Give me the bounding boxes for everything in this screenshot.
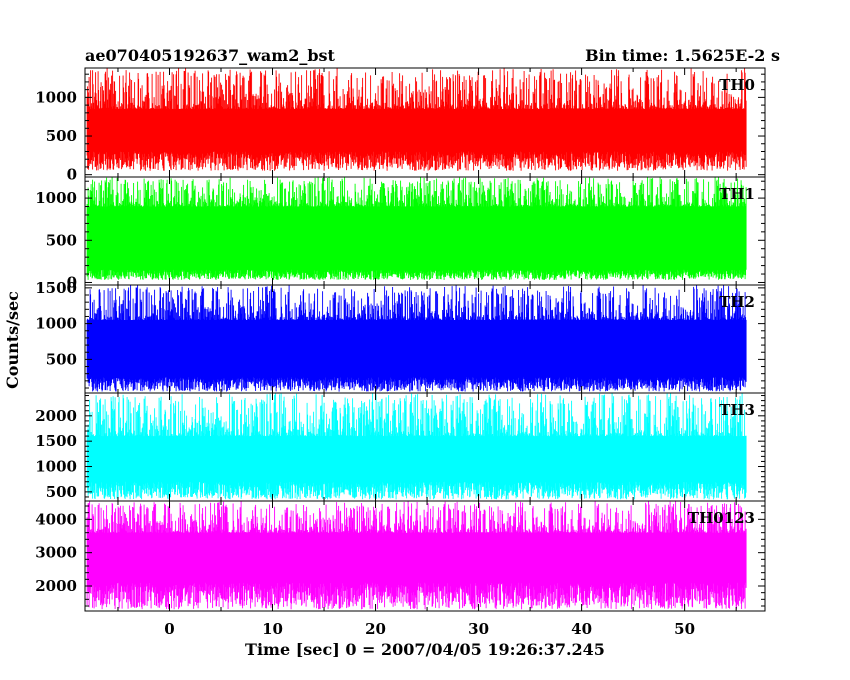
y-tick-label: 2000 <box>35 407 77 425</box>
y-tick-label: 1500 <box>35 279 77 297</box>
y-tick-label: 1000 <box>35 88 77 106</box>
panel-label-th0: TH0 <box>719 76 755 94</box>
series-trace-th3 <box>86 393 747 500</box>
y-axis-label: Counts/sec <box>3 291 22 389</box>
x-tick-label: 0 <box>164 620 174 638</box>
y-tick-label: 500 <box>46 350 77 368</box>
y-tick-label: 500 <box>46 231 77 249</box>
y-tick-label: 1000 <box>35 189 77 207</box>
panel-label-th1: TH1 <box>719 185 755 203</box>
y-tick-label: 0 <box>67 166 77 184</box>
x-tick-label: 40 <box>571 620 592 638</box>
y-tick-label: 0 <box>67 274 77 292</box>
y-tick-label: 1500 <box>35 432 77 450</box>
series-trace-th1 <box>86 177 747 280</box>
series-trace-th0123 <box>86 501 747 610</box>
x-tick-label: 10 <box>262 620 283 638</box>
panel-frame <box>84 500 766 612</box>
y-tick-label: 500 <box>46 127 77 145</box>
panel-label-th0123: TH0123 <box>688 509 755 527</box>
y-tick-label: 2000 <box>35 577 77 595</box>
chart-title-left: ae070405192637_wam2_bst <box>85 46 336 65</box>
series-trace-th0 <box>86 68 747 171</box>
panel-label-th2: TH2 <box>719 293 755 311</box>
x-tick-label: 20 <box>365 620 386 638</box>
x-axis-label: Time [sec] 0 = 2007/04/05 19:26:37.245 <box>245 640 605 659</box>
x-tick-label: 50 <box>674 620 695 638</box>
y-tick-label: 4000 <box>35 510 77 528</box>
series-trace-th2 <box>86 285 747 392</box>
y-tick-label: 500 <box>46 483 77 501</box>
chart-title-right: Bin time: 1.5625E-2 s <box>585 46 780 65</box>
y-tick-label: 1000 <box>35 458 77 476</box>
y-tick-label: 3000 <box>35 544 77 562</box>
panel-label-th3: TH3 <box>719 401 755 419</box>
x-tick-label: 30 <box>468 620 489 638</box>
y-tick-label: 1000 <box>35 315 77 333</box>
